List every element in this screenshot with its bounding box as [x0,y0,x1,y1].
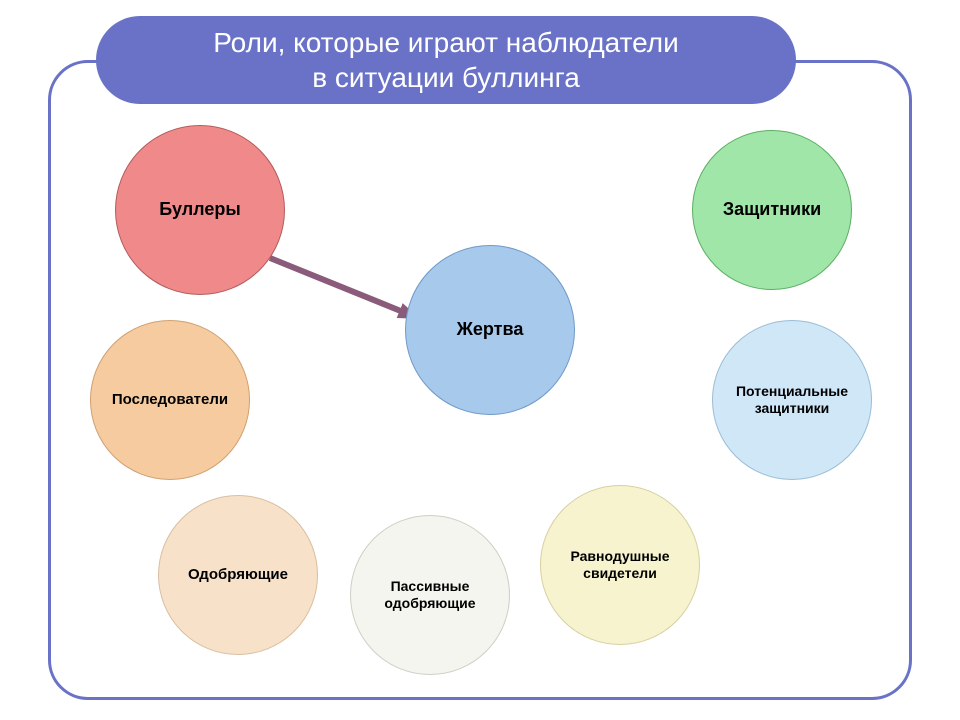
node-indiff: Равнодушные свидетели [540,485,700,645]
diagram-stage: Роли, которые играют наблюдатели в ситуа… [0,0,960,720]
node-label-potential: Потенциальные защитники [736,383,848,417]
node-label-approving: Одобряющие [188,566,288,584]
node-potential: Потенциальные защитники [712,320,872,480]
node-approving: Одобряющие [158,495,318,655]
title-pill: Роли, которые играют наблюдатели в ситуа… [96,16,796,104]
node-defenders: Защитники [692,130,852,290]
node-label-indiff: Равнодушные свидетели [570,548,669,582]
node-label-passive: Пассивные одобряющие [384,578,475,612]
node-victim: Жертва [405,245,575,415]
node-label-defenders: Защитники [723,199,821,221]
node-followers: Последователи [90,320,250,480]
node-passive: Пассивные одобряющие [350,515,510,675]
title-text: Роли, которые играют наблюдатели в ситуа… [213,25,679,95]
node-label-bullers: Буллеры [159,199,240,221]
node-label-victim: Жертва [457,319,524,341]
node-bullers: Буллеры [115,125,285,295]
node-label-followers: Последователи [112,391,228,409]
